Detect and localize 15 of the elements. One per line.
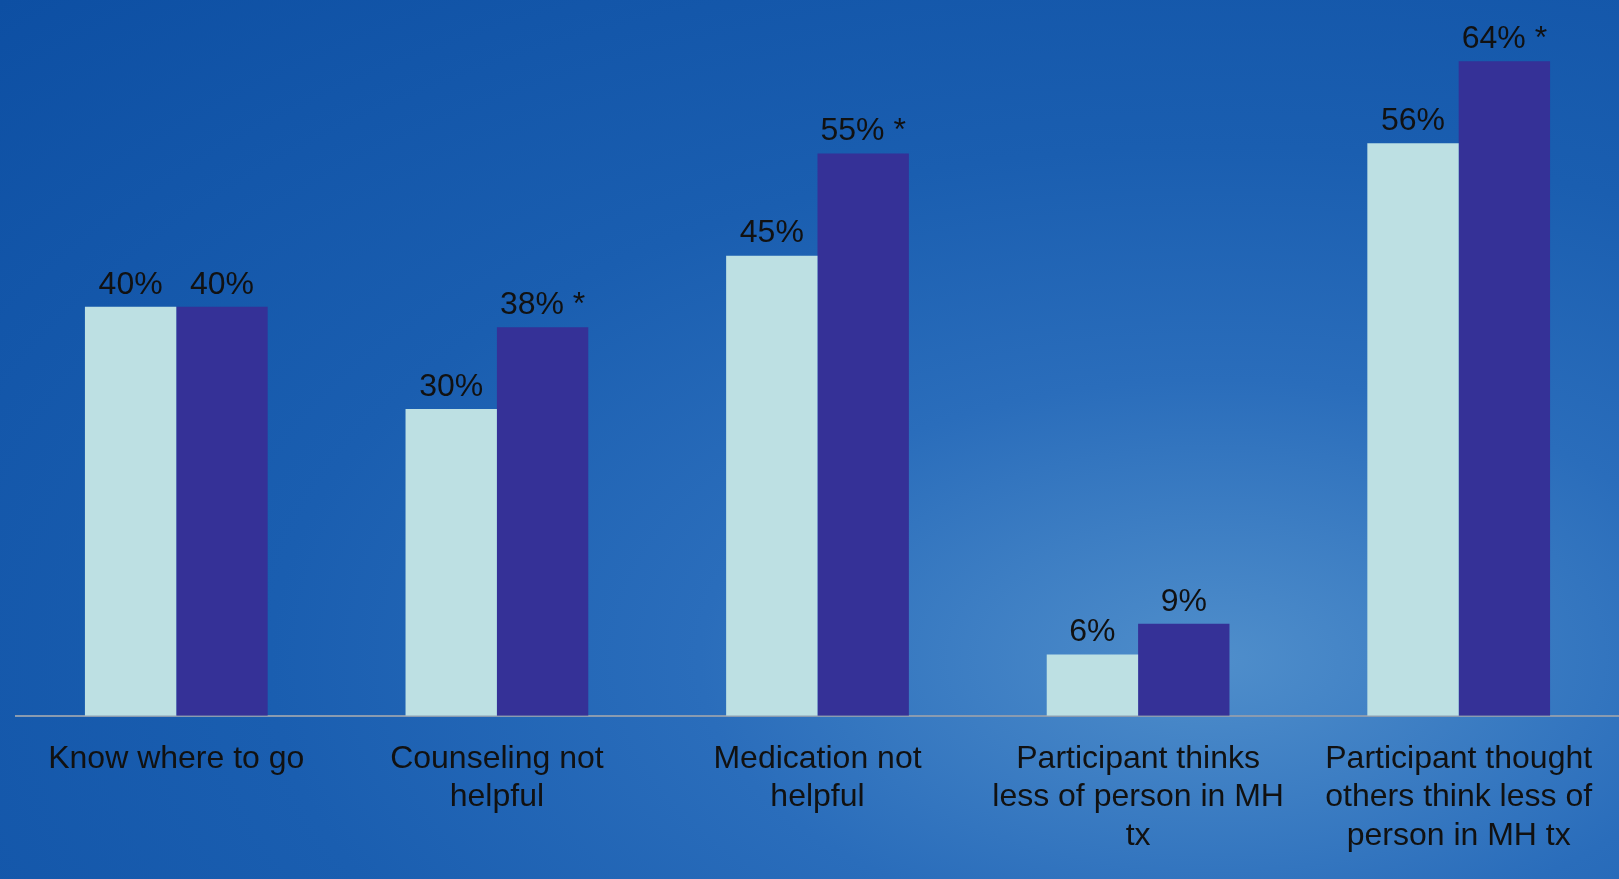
x-tick-label: Participant thinks less of person in MH tx [992, 738, 1284, 852]
data-label: 56% [1380, 100, 1446, 137]
data-label: 6% [1069, 612, 1116, 649]
data-label: 40% [189, 264, 255, 301]
x-tick-label: Counseling not helpful [390, 738, 604, 814]
data-label: 45% [739, 213, 804, 250]
x-tick-label: Know where to go [48, 738, 305, 775]
data-label: 55% * [820, 111, 906, 148]
data-label: 9% [1160, 581, 1207, 618]
x-tick-label: Participant thought others think less of person in MH tx [1325, 738, 1593, 852]
data-label: 40% [98, 264, 163, 301]
data-label: 38% * [499, 285, 586, 322]
data-label: 30% [419, 366, 484, 403]
data-label: 64% * [1461, 19, 1548, 56]
x-tick-label: Medication not helpful [713, 738, 922, 814]
